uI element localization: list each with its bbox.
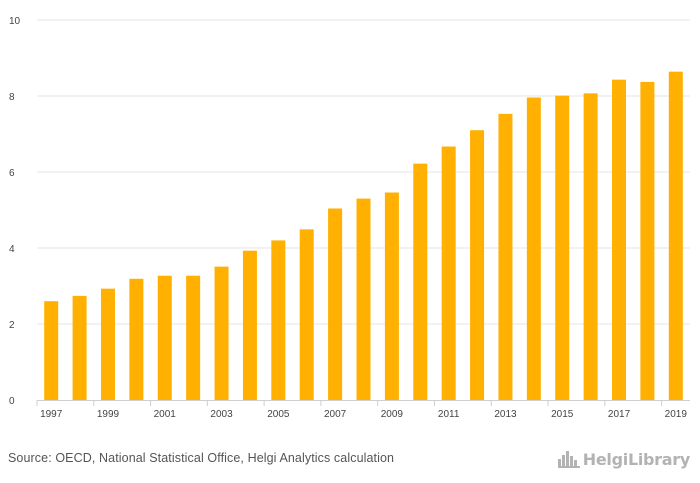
- bar-2011: [441, 146, 456, 400]
- bar-2016: [583, 93, 598, 400]
- bar-2018: [640, 81, 655, 400]
- city-skyline-icon: [557, 451, 580, 468]
- x-tick-label: 2003: [210, 409, 233, 420]
- bar-2013: [498, 113, 513, 401]
- bar-1997: [44, 301, 59, 400]
- source-note: Source: OECD, National Statistical Offic…: [8, 451, 395, 465]
- y-tick-label: 8: [9, 92, 15, 103]
- y-tick-label: 10: [9, 16, 21, 27]
- x-tick-label: 2015: [551, 409, 574, 420]
- bar-2000: [129, 278, 144, 400]
- bar-2001: [157, 275, 172, 400]
- x-tick-label: 1999: [97, 409, 120, 420]
- bar-2017: [612, 79, 627, 400]
- bar-2009: [384, 192, 399, 400]
- x-tick-label: 2011: [438, 409, 460, 420]
- x-tick-label: 2001: [154, 409, 177, 420]
- bar-2019: [668, 71, 683, 401]
- x-tick-label: 2005: [267, 409, 290, 420]
- x-tick-label: 2007: [324, 409, 347, 420]
- y-tick-label: 4: [9, 244, 15, 255]
- bar-1998: [72, 295, 87, 400]
- bar-2008: [356, 198, 371, 400]
- bar-2002: [186, 275, 201, 400]
- bar-2004: [242, 250, 257, 400]
- helgi-library-logo: HelgiLibrary: [557, 446, 691, 472]
- y-tick-label: 2: [9, 320, 15, 331]
- x-tick-label: 2017: [608, 409, 631, 420]
- x-tick-label: 1997: [40, 409, 63, 420]
- y-tick-label: 0: [9, 396, 15, 407]
- x-tick-label: 2009: [381, 409, 404, 420]
- bar-2003: [214, 266, 229, 400]
- x-tick-label: 2013: [494, 409, 517, 420]
- bar-2015: [555, 95, 570, 401]
- bar-2005: [271, 240, 286, 400]
- y-tick-label: 6: [9, 168, 15, 179]
- bar-2007: [328, 208, 343, 400]
- bar-2006: [299, 229, 314, 400]
- x-tick-label: 2019: [665, 409, 688, 420]
- bar-2012: [470, 130, 485, 400]
- bar-2014: [526, 97, 541, 401]
- bar-2010: [413, 163, 428, 400]
- bar-chart: 0 2 4 6 8 10 1997 1999 2001 2003 2005 2007 2009 2011 2…: [9, 16, 690, 420]
- bar-1999: [100, 288, 115, 400]
- logo-text: HelgiLibrary: [582, 449, 691, 469]
